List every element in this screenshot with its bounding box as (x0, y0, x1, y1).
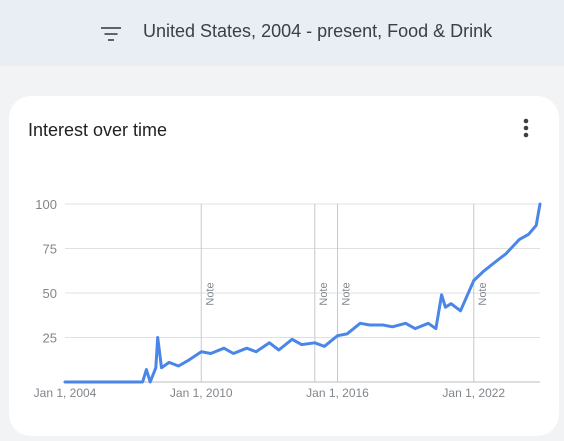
y-tick-label: 100 (35, 197, 57, 212)
note-marker-label: Note (204, 282, 216, 305)
y-tick-label: 75 (43, 242, 57, 257)
note-marker-label: Note (477, 282, 489, 305)
x-tick-label: Jan 1, 2016 (306, 386, 369, 400)
x-tick-label: Jan 1, 2010 (170, 386, 233, 400)
filter-bar: United States, 2004 - present, Food & Dr… (0, 0, 564, 66)
series-line (63, 202, 542, 384)
interest-over-time-card: Interest over time (9, 96, 559, 436)
x-tick-label: Jan 1, 2022 (442, 386, 505, 400)
note-marker-label: Note (341, 282, 353, 305)
y-tick-label: 50 (43, 286, 57, 301)
note-marker-label: Note (318, 282, 330, 305)
y-tick-label: 25 (43, 331, 57, 346)
x-tick-label: Jan 1, 2004 (34, 386, 97, 400)
more-vert-icon[interactable] (516, 116, 536, 140)
card-title: Interest over time (28, 120, 168, 140)
filter-list-icon[interactable] (99, 22, 123, 46)
filter-summary[interactable]: United States, 2004 - present, Food & Dr… (143, 21, 493, 41)
